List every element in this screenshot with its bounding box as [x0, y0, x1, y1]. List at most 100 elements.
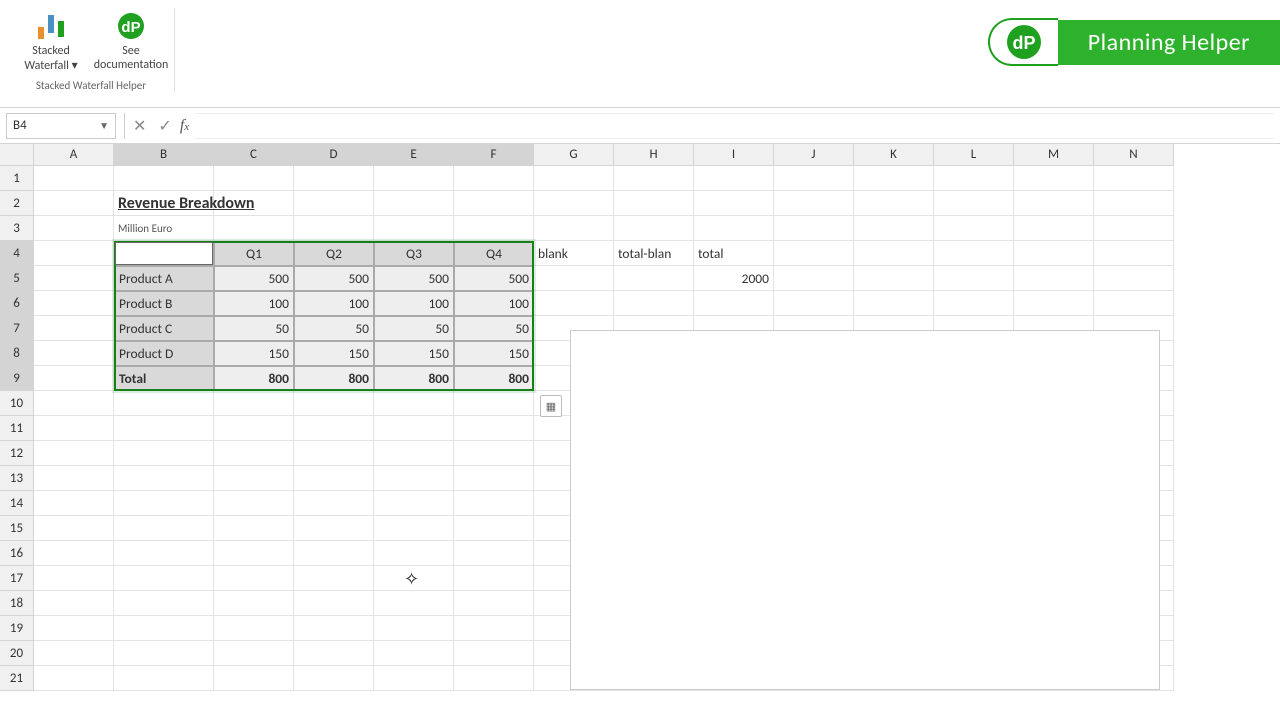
- cell-D2[interactable]: [294, 191, 374, 216]
- cell-A15[interactable]: [34, 516, 114, 541]
- cell-J4[interactable]: [774, 241, 854, 266]
- cell-G2[interactable]: [534, 191, 614, 216]
- cell-A10[interactable]: [34, 391, 114, 416]
- cell-E7[interactable]: 50: [374, 316, 454, 341]
- cell-C18[interactable]: [214, 591, 294, 616]
- cell-A19[interactable]: [34, 616, 114, 641]
- cell-H6[interactable]: [614, 291, 694, 316]
- cell-D5[interactable]: 500: [294, 266, 374, 291]
- row-header-19[interactable]: 19: [0, 616, 34, 641]
- cell-N3[interactable]: [1094, 216, 1174, 241]
- col-header-L[interactable]: L: [934, 144, 1014, 166]
- row-header-18[interactable]: 18: [0, 591, 34, 616]
- cell-B8[interactable]: Product D: [114, 341, 214, 366]
- cell-E10[interactable]: [374, 391, 454, 416]
- row-header-7[interactable]: 7: [0, 316, 34, 341]
- stacked-waterfall-button[interactable]: Stacked Waterfall ▾: [16, 8, 86, 73]
- col-header-M[interactable]: M: [1014, 144, 1094, 166]
- cell-C14[interactable]: [214, 491, 294, 516]
- cancel-icon[interactable]: ✕: [133, 116, 146, 136]
- cell-E12[interactable]: [374, 441, 454, 466]
- cell-A5[interactable]: [34, 266, 114, 291]
- cell-A3[interactable]: [34, 216, 114, 241]
- cell-F9[interactable]: 800: [454, 366, 534, 391]
- cell-E5[interactable]: 500: [374, 266, 454, 291]
- cell-D20[interactable]: [294, 641, 374, 666]
- name-box[interactable]: B4 ▼: [6, 113, 116, 139]
- cell-C19[interactable]: [214, 616, 294, 641]
- cell-C17[interactable]: [214, 566, 294, 591]
- row-header-3[interactable]: 3: [0, 216, 34, 241]
- col-header-F[interactable]: F: [454, 144, 534, 166]
- row-header-15[interactable]: 15: [0, 516, 34, 541]
- cell-E8[interactable]: 150: [374, 341, 454, 366]
- cell-N4[interactable]: [1094, 241, 1174, 266]
- cell-F16[interactable]: [454, 541, 534, 566]
- cell-K1[interactable]: [854, 166, 934, 191]
- cell-A12[interactable]: [34, 441, 114, 466]
- cell-C5[interactable]: 500: [214, 266, 294, 291]
- cell-H1[interactable]: [614, 166, 694, 191]
- cell-A7[interactable]: [34, 316, 114, 341]
- cell-M6[interactable]: [1014, 291, 1094, 316]
- cell-F11[interactable]: [454, 416, 534, 441]
- cell-C21[interactable]: [214, 666, 294, 691]
- cell-A18[interactable]: [34, 591, 114, 616]
- cell-C20[interactable]: [214, 641, 294, 666]
- cell-C6[interactable]: 100: [214, 291, 294, 316]
- col-header-G[interactable]: G: [534, 144, 614, 166]
- cell-F4[interactable]: Q4: [454, 241, 534, 266]
- cell-G6[interactable]: [534, 291, 614, 316]
- cell-D8[interactable]: 150: [294, 341, 374, 366]
- quick-analysis-icon[interactable]: ▦: [540, 395, 562, 417]
- cell-A16[interactable]: [34, 541, 114, 566]
- cell-A21[interactable]: [34, 666, 114, 691]
- cell-A20[interactable]: [34, 641, 114, 666]
- cell-E3[interactable]: [374, 216, 454, 241]
- cell-I1[interactable]: [694, 166, 774, 191]
- col-header-I[interactable]: I: [694, 144, 774, 166]
- cell-E2[interactable]: [374, 191, 454, 216]
- cell-I2[interactable]: [694, 191, 774, 216]
- cell-D10[interactable]: [294, 391, 374, 416]
- row-header-17[interactable]: 17: [0, 566, 34, 591]
- col-header-J[interactable]: J: [774, 144, 854, 166]
- cell-B5[interactable]: Product A: [114, 266, 214, 291]
- cell-F18[interactable]: [454, 591, 534, 616]
- cell-N6[interactable]: [1094, 291, 1174, 316]
- cell-B7[interactable]: Product C: [114, 316, 214, 341]
- cell-F21[interactable]: [454, 666, 534, 691]
- cell-E4[interactable]: Q3: [374, 241, 454, 266]
- cell-C10[interactable]: [214, 391, 294, 416]
- cell-B3[interactable]: Million Euro: [114, 216, 214, 241]
- cell-N2[interactable]: [1094, 191, 1174, 216]
- cell-C8[interactable]: 150: [214, 341, 294, 366]
- cell-L5[interactable]: [934, 266, 1014, 291]
- cell-L6[interactable]: [934, 291, 1014, 316]
- cell-L4[interactable]: [934, 241, 1014, 266]
- cell-F13[interactable]: [454, 466, 534, 491]
- row-header-4[interactable]: 4: [0, 241, 34, 266]
- cell-B21[interactable]: [114, 666, 214, 691]
- cell-M1[interactable]: [1014, 166, 1094, 191]
- cell-F6[interactable]: 100: [454, 291, 534, 316]
- row-header-14[interactable]: 14: [0, 491, 34, 516]
- cell-D16[interactable]: [294, 541, 374, 566]
- enter-icon[interactable]: ✓: [158, 116, 171, 136]
- cell-E14[interactable]: [374, 491, 454, 516]
- cell-D4[interactable]: Q2: [294, 241, 374, 266]
- cell-D6[interactable]: 100: [294, 291, 374, 316]
- row-header-11[interactable]: 11: [0, 416, 34, 441]
- cell-K6[interactable]: [854, 291, 934, 316]
- cell-B9[interactable]: Total: [114, 366, 214, 391]
- cell-N1[interactable]: [1094, 166, 1174, 191]
- cell-B14[interactable]: [114, 491, 214, 516]
- cell-H5[interactable]: [614, 266, 694, 291]
- cell-E6[interactable]: 100: [374, 291, 454, 316]
- cell-A6[interactable]: [34, 291, 114, 316]
- cell-L2[interactable]: [934, 191, 1014, 216]
- cell-E13[interactable]: [374, 466, 454, 491]
- cell-G3[interactable]: [534, 216, 614, 241]
- chart-object[interactable]: [570, 330, 1160, 690]
- cell-E20[interactable]: [374, 641, 454, 666]
